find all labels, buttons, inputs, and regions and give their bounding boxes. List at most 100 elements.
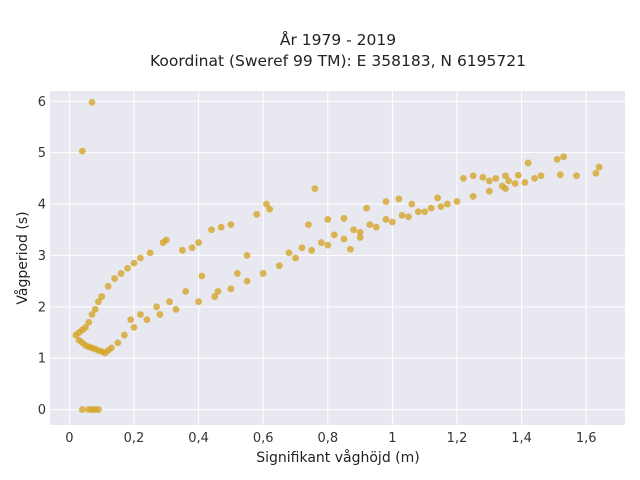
- data-point: [85, 318, 93, 326]
- data-point: [88, 98, 96, 106]
- data-point: [382, 198, 390, 205]
- y-tick-label: 2: [38, 300, 46, 315]
- data-point: [395, 195, 403, 203]
- data-point: [469, 192, 477, 200]
- data-point: [531, 174, 538, 182]
- data-point: [350, 226, 358, 234]
- data-point: [511, 180, 519, 187]
- data-point: [537, 172, 545, 180]
- data-point: [485, 177, 493, 185]
- data-point: [437, 203, 445, 211]
- data-point: [308, 246, 316, 254]
- data-point: [330, 231, 338, 239]
- data-point: [434, 194, 442, 202]
- data-point: [72, 331, 80, 339]
- data-point: [104, 282, 112, 290]
- data-point: [469, 172, 477, 180]
- data-point: [98, 293, 106, 300]
- data-point: [382, 216, 390, 223]
- data-point: [78, 147, 86, 155]
- data-point: [91, 305, 99, 313]
- data-point: [363, 204, 370, 212]
- data-point: [243, 252, 251, 259]
- x-tick-label: 0,8: [317, 431, 338, 446]
- data-point: [198, 272, 206, 280]
- data-point: [340, 235, 348, 243]
- data-point: [182, 288, 190, 295]
- plot-area: [50, 91, 625, 425]
- data-point: [556, 171, 564, 179]
- data-point: [156, 311, 164, 318]
- x-tick-label: 1,4: [511, 431, 532, 446]
- data-point: [259, 270, 267, 277]
- data-point: [521, 179, 529, 186]
- data-point: [137, 254, 144, 262]
- data-point: [172, 305, 180, 313]
- y-tick-label: 6: [38, 95, 46, 110]
- data-point: [492, 174, 500, 182]
- data-point: [595, 163, 603, 171]
- x-tick-label: 1,2: [447, 431, 468, 446]
- data-point: [120, 331, 128, 339]
- data-point: [460, 174, 467, 182]
- data-point: [305, 221, 312, 229]
- data-point: [227, 221, 235, 229]
- data-point: [453, 198, 461, 205]
- y-tick-label: 4: [38, 198, 46, 213]
- data-point: [130, 259, 138, 267]
- data-point: [427, 204, 435, 212]
- data-point: [398, 211, 406, 219]
- data-point: [317, 239, 325, 246]
- data-point: [217, 223, 225, 231]
- data-point: [443, 200, 451, 208]
- data-points: [72, 98, 603, 413]
- data-point: [78, 406, 86, 413]
- data-point: [195, 298, 203, 306]
- data-point: [266, 205, 274, 213]
- data-point: [111, 275, 119, 282]
- data-point: [408, 200, 416, 208]
- data-point: [88, 311, 96, 318]
- x-tick-label: 0,2: [124, 431, 145, 446]
- data-point: [311, 185, 319, 193]
- data-point: [324, 241, 332, 249]
- grid-lines: [50, 91, 625, 425]
- data-point: [233, 270, 241, 277]
- x-axis-title: Signifikant våghöjd (m): [256, 449, 419, 466]
- chart-subtitle: Koordinat (Sweref 99 TM): E 358183, N 61…: [150, 52, 526, 70]
- data-point: [553, 155, 561, 163]
- data-point: [153, 303, 161, 311]
- y-axis-title: Vågperiod (s): [14, 211, 31, 304]
- y-tick-label: 0: [38, 403, 46, 418]
- data-point: [592, 169, 600, 177]
- data-point: [372, 223, 380, 231]
- data-point: [243, 277, 251, 285]
- x-tick-label: 0: [65, 431, 73, 446]
- chart-title: År 1979 - 2019: [280, 30, 396, 49]
- data-point: [298, 244, 306, 252]
- data-point: [356, 228, 364, 236]
- data-point: [114, 339, 122, 347]
- data-point: [124, 264, 131, 272]
- data-point: [505, 177, 513, 185]
- data-point: [159, 239, 167, 246]
- data-point: [414, 208, 422, 216]
- y-tick-label: 3: [38, 249, 46, 264]
- data-point: [137, 311, 144, 318]
- data-point: [146, 249, 154, 257]
- data-point: [117, 270, 125, 277]
- data-point: [107, 344, 115, 352]
- data-point: [479, 173, 487, 181]
- data-point: [253, 210, 261, 218]
- data-point: [515, 171, 522, 179]
- x-tick-label: 1: [388, 431, 396, 446]
- data-point: [263, 200, 270, 208]
- data-point: [324, 216, 332, 223]
- y-tick-label: 5: [38, 146, 46, 161]
- x-tick-label: 1,6: [576, 431, 597, 446]
- data-point: [285, 249, 293, 257]
- data-point: [573, 172, 580, 180]
- data-point: [292, 254, 299, 262]
- data-point: [143, 316, 151, 324]
